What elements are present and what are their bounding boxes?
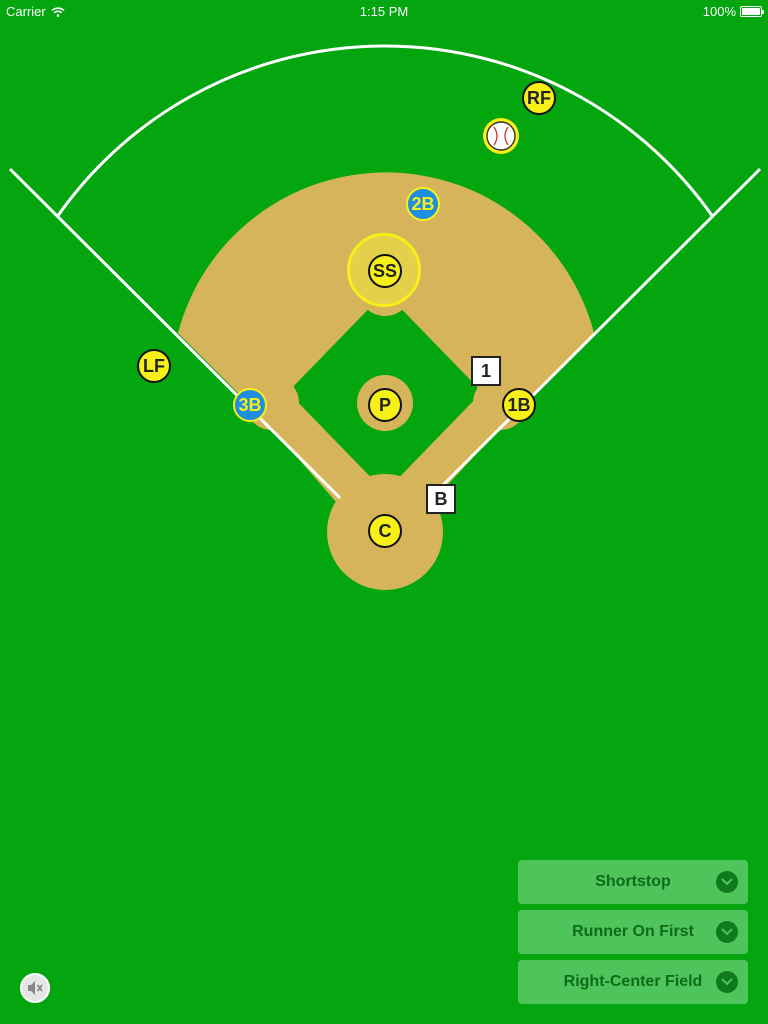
player-label: 1B (507, 394, 531, 415)
runner-third-base[interactable]: 3B (233, 388, 267, 422)
chevron-down-icon (716, 871, 738, 893)
left-foul-line (8, 167, 342, 500)
status-bar: Carrier 1:15 PM 100% (0, 0, 768, 22)
player-label: RF (527, 87, 551, 108)
player-label: 2B (411, 193, 435, 214)
first-base-marker[interactable]: 1 (471, 356, 501, 386)
clock: 1:15 PM (359, 4, 409, 19)
chevron-down-icon (716, 971, 738, 993)
player-label: P (378, 394, 391, 415)
player-label: 3B (238, 394, 262, 415)
battery-icon (740, 6, 764, 17)
player-label: SS (372, 260, 397, 281)
chevron-down-icon (716, 921, 738, 943)
runner-second-base[interactable]: 2B (406, 187, 440, 221)
first-baseman[interactable]: 1B (502, 388, 536, 422)
battery-indicator: 100% (702, 4, 764, 19)
baseball-graphic (486, 121, 516, 151)
right-fielder[interactable]: RF (522, 81, 556, 115)
pitcher[interactable]: P (368, 388, 402, 422)
wifi-icon (51, 6, 65, 17)
mute-button[interactable] (20, 973, 50, 1003)
hit-location-label: Right-Center Field (563, 973, 703, 990)
base-label: 1 (480, 360, 491, 381)
runner-situation-label: Runner On First (572, 923, 694, 940)
baseball-icon[interactable] (483, 118, 519, 154)
carrier-indicator: Carrier (6, 4, 65, 19)
hit-location-selector[interactable]: Right-Center Field (518, 960, 748, 1004)
carrier-label: Carrier (6, 4, 46, 19)
scenario-controls: Shortstop Runner On First Right-Center F… (518, 860, 748, 1010)
position-selector[interactable]: Shortstop (518, 860, 748, 904)
player-label: LF (143, 355, 165, 376)
base-label: B (434, 488, 448, 509)
right-foul-line (428, 167, 762, 500)
battery-percent: 100% (702, 4, 736, 19)
outfield-fence (55, 44, 715, 218)
catcher[interactable]: C (368, 514, 402, 548)
batter-marker[interactable]: B (426, 484, 456, 514)
left-fielder[interactable]: LF (137, 349, 171, 383)
shortstop[interactable]: SS (368, 254, 402, 288)
runner-situation-selector[interactable]: Runner On First (518, 910, 748, 954)
position-selector-label: Shortstop (595, 873, 671, 890)
player-label: C (378, 520, 392, 541)
speaker-muted-icon (28, 981, 43, 995)
